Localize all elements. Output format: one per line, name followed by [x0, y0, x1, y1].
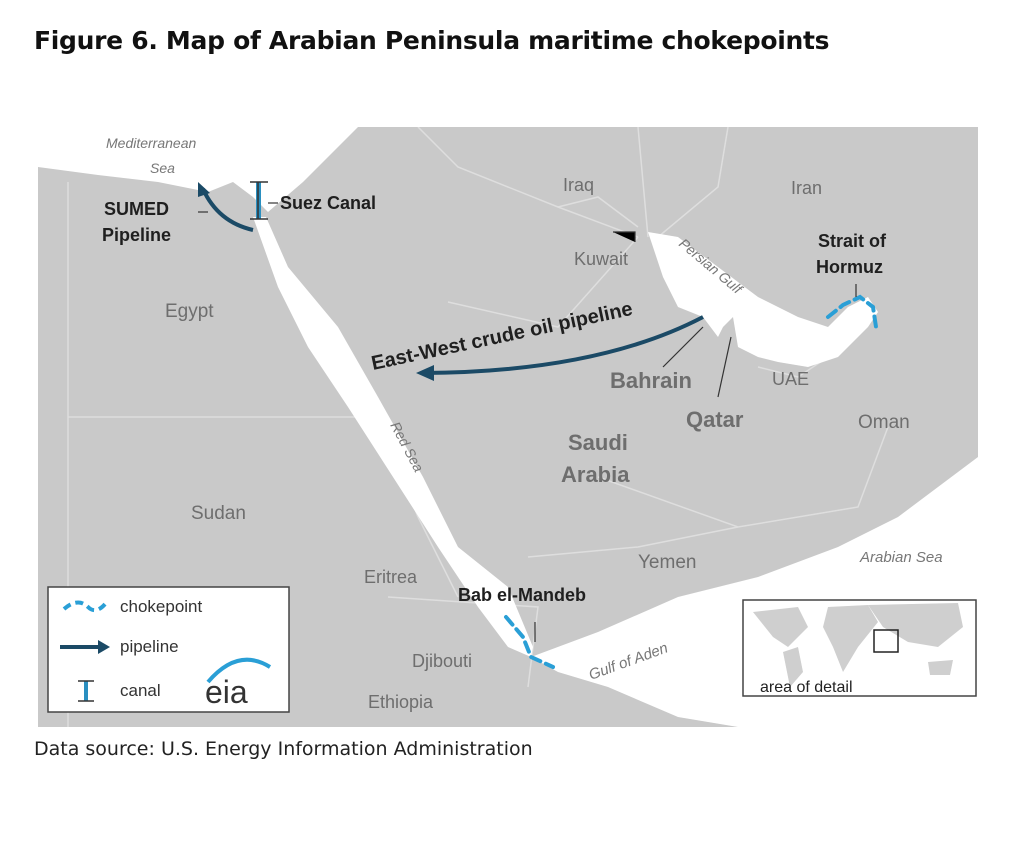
eia-logo: eia — [205, 674, 248, 710]
inset-area-box — [873, 629, 899, 653]
inset-map: area of detail — [742, 599, 977, 697]
inset-label: area of detail — [760, 679, 853, 696]
persian-gulf — [648, 232, 878, 367]
legend-pipeline: pipeline — [120, 637, 179, 656]
label-sumed: SUMED — [104, 199, 169, 219]
sumed-pipeline — [201, 188, 254, 232]
mediterranean-sea — [38, 127, 358, 212]
suez-canal-symbol — [250, 181, 268, 220]
legend-canal-icon — [78, 680, 94, 702]
label-yemen: Yemen — [638, 552, 696, 573]
label-suez-canal: Suez Canal — [280, 193, 376, 213]
east-west-pipeline — [422, 315, 704, 375]
label-sumed-pipeline: Pipeline — [102, 225, 171, 245]
label-bab-el-mandeb: Bab el-Mandeb — [458, 585, 586, 605]
data-source: Data source: U.S. Energy Information Adm… — [34, 738, 533, 760]
hormuz-chokepoint — [826, 294, 878, 329]
legend-chokepoint-icon — [62, 600, 108, 613]
pipelines — [201, 188, 704, 375]
label-mediterranean-sea: Sea — [150, 160, 175, 176]
country-borders — [67, 127, 889, 727]
label-djibouti: Djibouti — [412, 651, 472, 671]
label-bahrain: Bahrain — [610, 368, 692, 393]
bab-el-mandeb-chokepoint — [504, 615, 555, 669]
legend-canal: canal — [120, 681, 161, 700]
label-oman: Oman — [858, 412, 910, 433]
label-qatar: Qatar — [686, 407, 744, 432]
label-arabia: Arabia — [561, 462, 630, 487]
label-kuwait: Kuwait — [574, 249, 628, 269]
label-arabian-sea: Arabian Sea — [859, 549, 943, 566]
pipeline-arrowhead — [416, 365, 434, 381]
label-mediterranean: Mediterranean — [106, 135, 196, 151]
red-sea — [253, 217, 533, 657]
label-ethiopia: Ethiopia — [368, 692, 434, 712]
label-hormuz: Hormuz — [816, 257, 883, 277]
figure-title: Figure 6. Map of Arabian Peninsula marit… — [34, 26, 830, 55]
legend: chokepoint pipeline canal eia — [47, 586, 290, 713]
map: Mediterranean Sea SUMED Pipeline Suez Ca… — [38, 127, 978, 727]
label-sudan: Sudan — [191, 503, 246, 524]
label-iraq: Iraq — [563, 175, 594, 195]
label-eritrea: Eritrea — [364, 567, 418, 587]
label-iran: Iran — [791, 178, 822, 198]
leader-lines — [198, 202, 857, 642]
chokepoints — [504, 294, 878, 669]
label-egypt: Egypt — [165, 301, 214, 322]
legend-chokepoint: chokepoint — [120, 597, 203, 616]
label-strait-of: Strait of — [818, 231, 887, 251]
label-saudi: Saudi — [568, 430, 628, 455]
label-uae: UAE — [772, 369, 809, 389]
sumed-arrowhead — [198, 182, 210, 197]
eia-logo-arc — [206, 657, 272, 684]
